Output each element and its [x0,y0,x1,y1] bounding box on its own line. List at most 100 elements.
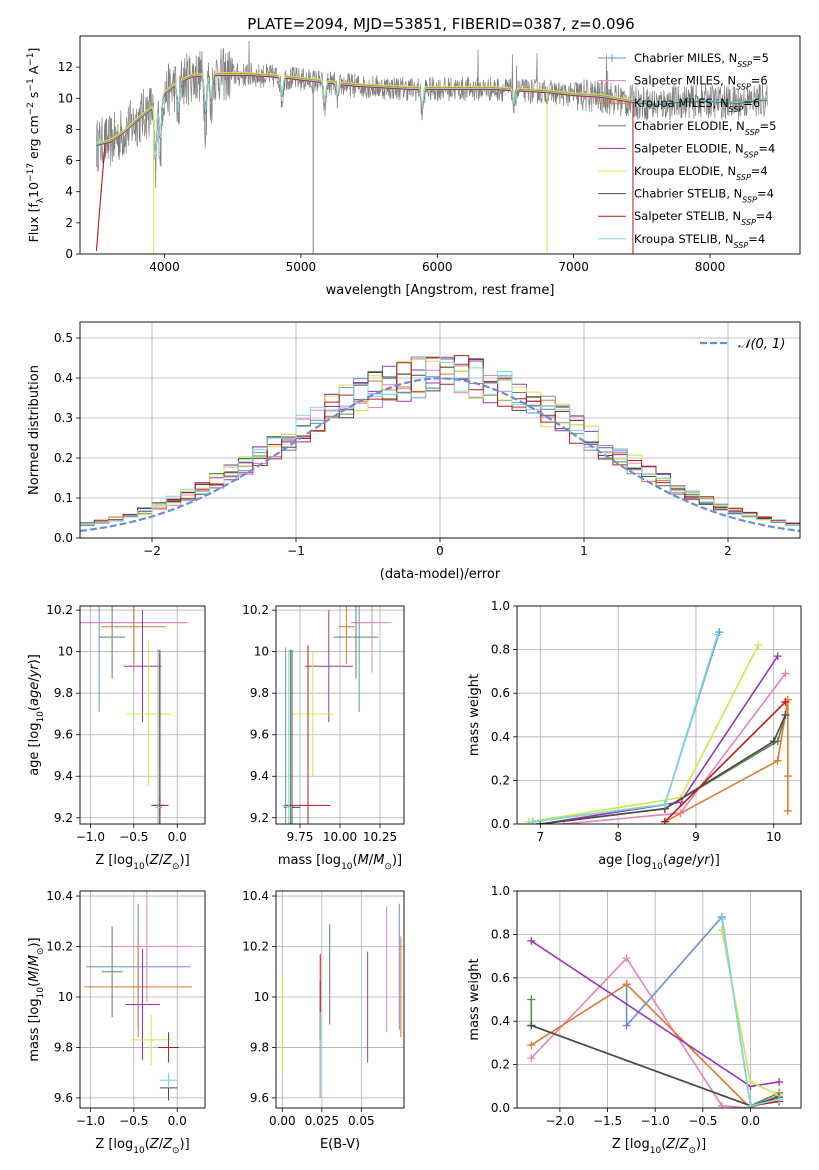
panel-massweight_vs_z: −2.0 −1.5 −1.0 −0.5 0.0 0.0 0.2 0.4 0.6 0.8 1.0 Z [… [467,884,802,1156]
massweight-marker [527,995,536,1004]
massweight-marker [527,1021,536,1030]
axes-frame [79,321,801,539]
errorbar-point [155,651,161,824]
x-tick-label: 1 [580,544,588,558]
y-tick-label: 10 [58,645,73,659]
x-tick-label: 0.05 [348,1114,375,1128]
y-tick-label: 10.4 [242,889,269,903]
y-tick-label: 0.6 [491,971,510,985]
y-tick-label: 10.2 [46,603,73,617]
y-tick-label: 9.6 [250,728,269,742]
y-tick-label: 0.0 [491,817,510,831]
massweight-marker [783,772,792,781]
legend-label-0: Chabrier MILES, NSSP=5 [634,51,769,69]
y-tick-label: 8 [65,122,73,136]
massweight-marker [775,1095,784,1104]
plot-area [84,891,192,1101]
axes-frame [516,605,802,825]
y-tick-label: 9.8 [54,1040,73,1054]
y-axis-label: mass weight [467,674,482,756]
y-tick-label: 0.4 [491,1014,510,1028]
errorbar-point [158,1032,179,1063]
x-axis-label: age [log10(age/yr)] [598,853,720,872]
y-tick-label: 0.1 [54,491,73,505]
y-tick-label: 4 [65,185,73,199]
spectrum-model-7 [95,74,634,251]
errorbar-point [338,606,355,665]
axes-frame [79,35,801,255]
y-tick-label: 9.6 [250,1091,269,1105]
legend-label-2: Kroupa MILES, NSSP=6 [634,96,760,114]
x-tick-label: −2 [143,544,161,558]
plot-area [281,903,402,1098]
massweight-marker [660,817,669,824]
y-tick-label: 1.0 [491,599,510,613]
massweight-marker [773,652,782,661]
y-axis-label: mass [log10(M/M⊙)] [27,937,46,1061]
y-tick-label: 0.0 [54,531,73,545]
panel-spectrum: 4000 5000 6000 7000 8000 0 2 4 6 8 10 12 wavelength … [26,35,801,298]
y-tick-label: 0.0 [491,1101,510,1115]
legend-label-3: Chabrier ELODIE, NSSP=5 [634,119,776,137]
errorbar-point [101,926,123,1018]
massweight-line-3 [540,714,787,824]
massweight-marker [781,669,790,678]
massweight-line-1 [563,673,787,824]
legend-label-7: Salpeter STELIB, NSSP=4 [634,209,773,227]
massweight-marker [746,1101,755,1108]
y-tick-label: 0.5 [54,331,73,345]
errorbar-point [99,606,126,679]
axes-frame [275,605,405,825]
y-tick-label: 10.4 [46,889,73,903]
errorbar-point [84,936,192,1038]
x-tick-label: 6000 [422,260,453,274]
massweight-marker [717,1101,726,1108]
x-axis-label: wavelength [Angstrom, rest frame] [326,283,555,298]
x-tick-label: 10 [766,830,781,844]
x-tick-label: −1.0 [641,1114,670,1128]
panel-massweight_vs_age: 7 8 9 10 0.0 0.2 0.4 0.6 0.8 1.0 age [log10(age/yr… [467,599,802,872]
y-tick-label: 9.6 [54,1091,73,1105]
massweight-marker [769,737,778,746]
massweight-marker [713,630,722,639]
y-axis-label: age [log10(age/yr)] [27,654,46,776]
x-tick-label: −1 [287,544,305,558]
massweight-marker [773,756,782,765]
y-tick-label: 0.8 [491,643,510,657]
panel-mass_vs_ebv: 0.00 0.025 0.05 9.6 9.8 10 10.2 10.4 E(B-V) [242,889,405,1152]
y-axis-label: Normed distribution [27,365,42,495]
errorbar-point [159,1072,178,1088]
histogram-step-8 [80,356,800,538]
y-tick-label: 9.8 [250,686,269,700]
x-tick-label: 5000 [286,260,317,274]
massweight-line-7 [664,701,786,823]
spectrum-legend: Chabrier MILES, NSSP=5 Salpeter MILES, NS… [598,51,776,249]
x-tick-label: 2 [724,544,732,558]
y-tick-label: 9.4 [250,769,269,783]
x-tick-label: 8 [614,830,622,844]
x-tick-label: 9 [692,830,700,844]
legend-label-8: Kroupa STELIB, NSSP=4 [634,232,765,250]
massweight-line-6 [540,714,787,824]
massweight-marker [527,936,536,945]
x-tick-label: 10.25 [363,830,397,844]
errorbar-point [131,1014,172,1066]
y-tick-label: 9.2 [250,811,269,825]
massweight-marker [528,817,537,824]
x-tick-label: 7 [537,830,545,844]
plot-area [527,913,784,1108]
x-tick-label: 0.00 [269,1114,296,1128]
y-tick-label: 9.4 [54,769,73,783]
x-tick-label: −2.0 [545,1114,574,1128]
axes-frame [79,890,206,1109]
massweight-marker [717,926,726,935]
y-tick-label: 12 [58,60,73,74]
x-tick-label: 4000 [149,260,180,274]
y-tick-label: 0.4 [54,371,73,385]
spectrum-model-2 [95,73,634,251]
massweight-marker [527,1054,536,1063]
y-tick-label: 0.8 [491,927,510,941]
massweight-marker [527,1041,536,1050]
plot-area [524,628,792,824]
legend-label-1: Salpeter MILES, NSSP=6 [634,74,768,92]
